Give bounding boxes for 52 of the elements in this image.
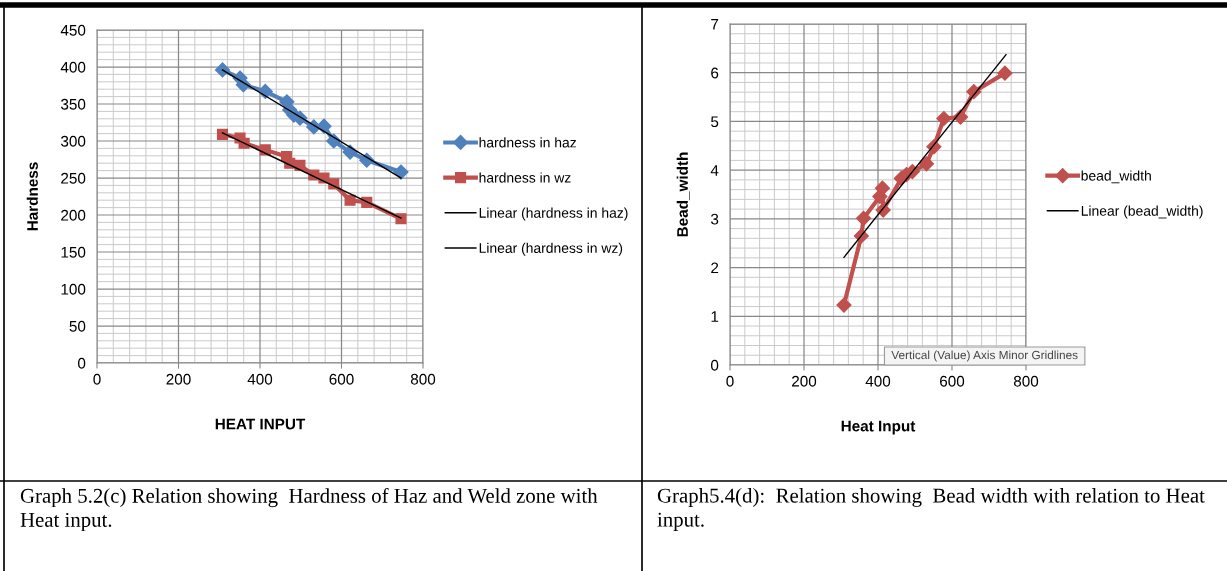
legend-label: hardness in wz: [479, 172, 571, 183]
point: [997, 65, 1013, 81]
caption: Graph5.4(d): Relation showing Bead width with relation to Heat input.: [657, 488, 1205, 531]
legend-label: hardness in haz: [479, 137, 576, 148]
y-tick-label: 3: [710, 213, 719, 225]
x-tick-label: 600: [940, 375, 965, 387]
y-tick-label: 7: [711, 19, 719, 30]
x-tick-label: 400: [865, 375, 891, 387]
legend-label: Linear (bead_width): [1081, 205, 1203, 219]
annotation: Vertical (Value) Axis Minor Gridlines: [891, 350, 1078, 362]
y-axis-title: Hardness: [26, 162, 38, 231]
legend-label: Linear (hardness in haz): [479, 207, 628, 221]
y-tick-label: 200: [61, 209, 86, 221]
y-tick-label: 0: [710, 359, 719, 371]
y-tick-label: 1: [711, 311, 719, 322]
point: [836, 297, 852, 313]
point: [344, 194, 356, 206]
y-tick-label: 450: [60, 24, 86, 36]
point: [855, 210, 872, 226]
y-tick-label: 300: [60, 135, 86, 147]
y-tick-label: 50: [69, 320, 86, 332]
x-tick-label: 0: [726, 375, 734, 387]
x-axis-title: Heat Input: [841, 420, 916, 435]
y-axis-title: Bead_width: [676, 152, 690, 237]
y-tick-label: 100: [61, 283, 86, 295]
point: [874, 180, 891, 196]
x-tick-label: 200: [166, 373, 191, 385]
y-tick-label: 4: [710, 165, 719, 176]
caption: Graph 5.2(c) Relation showing Hardness of Haz and Weld zone with Heat input.: [20, 488, 598, 532]
point: [918, 156, 935, 172]
point: [316, 118, 332, 134]
x-tick-label: 800: [1013, 375, 1039, 387]
legend-label: bead_width: [1081, 170, 1151, 184]
point: [214, 62, 231, 78]
x-tick-label: 800: [410, 373, 436, 385]
y-tick-label: 150: [61, 246, 86, 258]
y-tick-label: 2: [711, 262, 719, 274]
point: [936, 110, 952, 127]
point: [395, 213, 407, 225]
y-tick-label: 5: [711, 116, 719, 128]
x-tick-label: 600: [329, 373, 354, 385]
point: [216, 128, 229, 140]
y-tick-label: 250: [61, 172, 86, 184]
y-tick-label: 400: [60, 61, 86, 73]
y-tick-label: 0: [77, 357, 86, 369]
x-tick-label: 400: [247, 373, 273, 385]
y-tick-label: 6: [711, 67, 719, 79]
y-tick-label: 350: [60, 98, 86, 110]
legend-label: Linear (hardness in wz): [479, 242, 623, 256]
x-tick-label: 200: [792, 375, 817, 387]
x-tick-label: 0: [93, 373, 101, 385]
x-axis-title: HEAT INPUT: [215, 418, 306, 430]
